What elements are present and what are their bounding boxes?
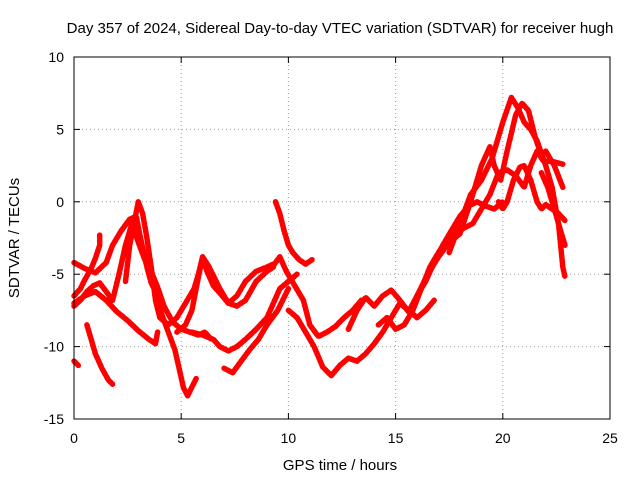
series-line-track-a: [71, 358, 82, 369]
y-tick-label: 10: [48, 49, 64, 65]
x-tick-label: 25: [602, 430, 618, 446]
x-tick-label: 10: [281, 430, 297, 446]
series-line-track-j: [221, 285, 292, 376]
y-tick-label: -5: [52, 266, 65, 282]
series-line-track-f: [71, 288, 161, 347]
series-line-track-o: [375, 148, 566, 332]
y-tick-label: -15: [44, 411, 64, 427]
y-axis-label: SDTVAR / TECUs: [6, 178, 23, 298]
y-tick-label: -10: [44, 339, 64, 355]
x-tick-labels: 0 5 10 15 20 25: [70, 430, 618, 446]
x-tick-label: 5: [177, 430, 185, 446]
y-tick-label: 5: [56, 121, 64, 137]
y-tick-label: 0: [56, 194, 64, 210]
series-line-track-k: [272, 199, 315, 267]
x-tick-label: 20: [495, 430, 511, 446]
series-line-track-i: [189, 271, 300, 354]
series-line-track-g: [122, 199, 277, 328]
series-line-track-s: [538, 170, 568, 248]
x-tick-label: 0: [70, 430, 78, 446]
series-line-track-c: [71, 213, 199, 399]
series-line-track-e: [71, 232, 103, 299]
axis-ticks: [73, 56, 611, 420]
series-line-track-l: [270, 254, 365, 340]
chart-title: Day 357 of 2024, Sidereal Day-to-day VTE…: [67, 20, 614, 37]
plot-frame: [73, 56, 611, 420]
series-line-track-b: [84, 322, 116, 387]
series-line-track-d: [71, 220, 214, 343]
y-tick-labels: -15 -10 -5 0 5 10: [44, 49, 64, 427]
series-line-track-h: [174, 254, 277, 335]
x-axis-label: GPS time / hours: [283, 457, 397, 474]
x-tick-label: 15: [388, 430, 404, 446]
data-series-group: [71, 94, 568, 399]
